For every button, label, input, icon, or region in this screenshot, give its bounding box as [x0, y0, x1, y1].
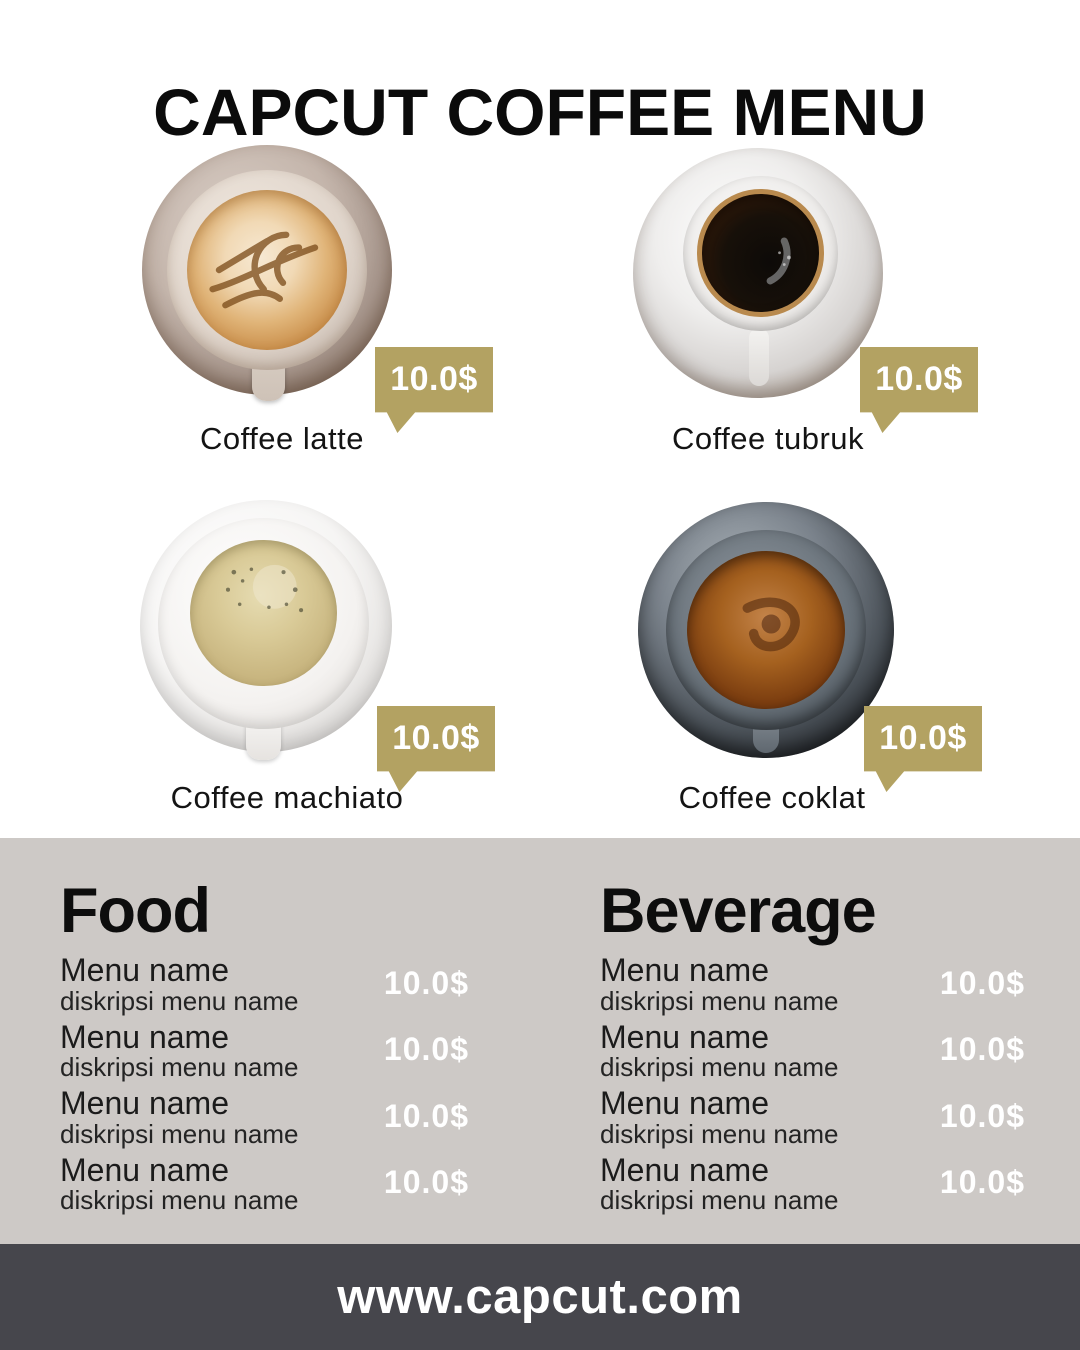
latte-art-fern: [209, 231, 319, 309]
page-title: CAPCUT COFFEE MENU: [153, 75, 927, 150]
menu-heading-food: Food: [60, 876, 211, 946]
menu-heading-beverage: Beverage: [600, 876, 877, 946]
menu-item: Menu name diskripsi menu name 10.0$: [60, 1018, 505, 1083]
crema-speckles: [226, 565, 304, 613]
menu-item: Menu name diskripsi menu name 10.0$: [600, 1086, 1045, 1147]
menu-item-price: 10.0$: [939, 964, 1025, 1001]
menu-item-price: 10.0$: [383, 1031, 469, 1068]
menu-item-description: diskripsi menu name: [600, 1185, 839, 1216]
footer: www.capcut.com: [0, 1244, 1080, 1350]
menu-item-description: diskripsi menu name: [600, 1118, 839, 1149]
coffee-photo-coklat: [638, 502, 894, 758]
menu-item-text: Menu name diskripsi menu name: [60, 953, 384, 1014]
featured-item-name: Coffee tubruk: [671, 421, 865, 456]
menu-item-name: Menu name: [60, 1085, 229, 1122]
coffee-photo-machiato: [140, 500, 392, 760]
menu-item-description: diskripsi menu name: [600, 1052, 839, 1083]
menu-item: Menu name diskripsi menu name 10.0$: [600, 1153, 1045, 1214]
coffee-surface: [696, 189, 825, 317]
menu-item-text: Menu name diskripsi menu name: [600, 953, 940, 1014]
menu-item-name: Menu name: [60, 1018, 229, 1055]
menu-item-description: diskripsi menu name: [60, 1185, 299, 1216]
menu-item-price: 10.0$: [383, 1097, 469, 1134]
menu-item-price: 10.0$: [939, 1097, 1025, 1134]
menu-item-name: Menu name: [600, 1018, 769, 1055]
menu-item-name: Menu name: [600, 1085, 769, 1122]
cup-handle: [749, 328, 770, 386]
menu-item: Menu name diskripsi menu name 10.0$: [600, 1018, 1045, 1083]
menu-item: Menu name diskripsi menu name 10.0$: [60, 1086, 505, 1147]
menu-item-description: diskripsi menu name: [60, 985, 299, 1016]
menu-item-price: 10.0$: [939, 1031, 1025, 1068]
menu-item-description: diskripsi menu name: [60, 1052, 299, 1083]
price-text: 10.0$: [879, 719, 967, 757]
menu-item-description: diskripsi menu name: [60, 1118, 299, 1149]
menu-item-name: Menu name: [600, 1151, 769, 1188]
coffee-sheen: [766, 237, 791, 285]
coffee-photo-tubruk: [633, 148, 883, 398]
menu-item-text: Menu name diskripsi menu name: [600, 1018, 940, 1083]
coffee-surface: [686, 550, 846, 710]
featured-item-name: Coffee machiato: [170, 780, 404, 815]
menu-column-beverage: Beverage Menu name diskripsi menu name 1…: [600, 880, 1045, 1219]
menu-item: Menu name diskripsi menu name 10.0$: [60, 953, 505, 1014]
menu-column-food: Food Menu name diskripsi menu name 10.0$…: [60, 880, 505, 1219]
coffee-photo-latte: [142, 145, 392, 401]
menu-panel: Food Menu name diskripsi menu name 10.0$…: [0, 838, 1080, 1244]
menu-item-text: Menu name diskripsi menu name: [600, 1086, 940, 1147]
price-text: 10.0$: [390, 360, 478, 398]
menu-item-name: Menu name: [600, 952, 769, 988]
menu-item-price: 10.0$: [939, 1164, 1025, 1201]
menu-item-price: 10.0$: [383, 1164, 469, 1201]
chocolate-swirl: [742, 597, 800, 651]
menu-item-description: diskripsi menu name: [600, 985, 839, 1016]
menu-item-text: Menu name diskripsi menu name: [60, 1018, 384, 1083]
price-text: 10.0$: [392, 719, 480, 757]
menu-item-text: Menu name diskripsi menu name: [60, 1153, 384, 1214]
menu-item-text: Menu name diskripsi menu name: [600, 1153, 940, 1214]
coffee-surface: [187, 190, 347, 350]
coffee-surface: [190, 540, 337, 687]
website-url: www.capcut.com: [337, 1270, 743, 1324]
menu-item-name: Menu name: [60, 952, 229, 988]
menu-item: Menu name diskripsi menu name 10.0$: [60, 1153, 505, 1214]
price-text: 10.0$: [875, 360, 963, 398]
featured-item-name: Coffee coklat: [678, 780, 866, 815]
menu-item: Menu name diskripsi menu name 10.0$: [600, 953, 1045, 1014]
featured-item-name: Coffee latte: [200, 421, 364, 456]
menu-item-price: 10.0$: [383, 964, 469, 1001]
menu-item-text: Menu name diskripsi menu name: [60, 1086, 384, 1147]
menu-item-name: Menu name: [60, 1151, 229, 1188]
